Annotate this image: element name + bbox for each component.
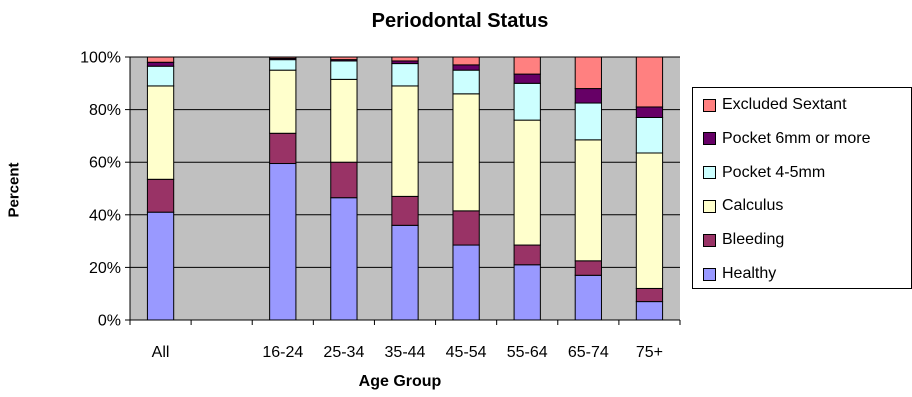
bar-segment-pocket-6mm-or-more <box>635 106 664 118</box>
bar-segment-bleeding <box>635 287 664 303</box>
bar-segment-calculus <box>574 139 602 262</box>
x-tick-label: 16-24 <box>262 344 303 361</box>
legend-item-bleeding: Bleeding <box>703 230 784 250</box>
y-tick-label: 0% <box>98 313 121 330</box>
x-tick-label: 55-64 <box>507 344 548 361</box>
bar-segment-pocket-4-5mm <box>513 82 541 121</box>
chart-title: Periodontal Status <box>371 10 549 32</box>
bar-segment-pocket-4-5mm <box>146 65 175 87</box>
bar-segment-pocket-4-5mm <box>635 116 664 154</box>
legend-swatch <box>703 166 716 180</box>
bar-segment-bleeding <box>391 195 419 226</box>
bar-segment-bleeding <box>146 178 175 213</box>
bar-segment-excluded-sextant <box>574 56 602 90</box>
legend-swatch <box>703 267 716 281</box>
bar-segment-healthy <box>635 301 664 321</box>
legend-label: Calculus <box>722 197 784 215</box>
bar-segment-pocket-6mm-or-more <box>146 61 175 67</box>
bar-segment-calculus <box>635 152 664 289</box>
bar-segment-pocket-6mm-or-more <box>574 88 602 104</box>
legend-item-pocket-4-5mm: Pocket 4-5mm <box>703 163 825 183</box>
bar-segment-excluded-sextant <box>269 56 297 59</box>
axes: 0% 20% 40% 60% 80% 100% All 16-24 25-34 35-44 45-5… <box>80 50 681 361</box>
bar-segment-calculus <box>452 93 480 212</box>
legend: Excluded Sextant Pocket 6mm or more Pocket… <box>692 87 912 289</box>
legend-swatch <box>703 199 716 213</box>
bar-segment-pocket-4-5mm <box>330 60 358 80</box>
bar-segment-bleeding <box>269 132 297 165</box>
bar-segment-excluded-sextant <box>635 56 664 108</box>
y-tick-label: 80% <box>89 102 121 119</box>
bar-segment-excluded-sextant <box>146 56 175 63</box>
x-tick-label: 75+ <box>636 344 663 361</box>
bar-segment-pocket-6mm-or-more <box>452 64 480 71</box>
y-tick-label: 100% <box>80 50 121 67</box>
y-tick-label: 60% <box>89 155 121 172</box>
bar-segment-excluded-sextant <box>391 56 419 62</box>
x-tick-label: 65-74 <box>568 344 609 361</box>
bar-segment-healthy <box>146 211 175 321</box>
legend-swatch <box>703 233 716 247</box>
bar-segment-pocket-4-5mm <box>574 102 602 141</box>
legend-swatch <box>703 98 716 112</box>
legend-item-pocket-6mm-or-more: Pocket 6mm or more <box>703 129 870 149</box>
bar-segment-pocket-6mm-or-more <box>513 73 541 84</box>
x-tick-label: 45-54 <box>446 344 487 361</box>
bar-segment-pocket-4-5mm <box>452 69 480 95</box>
legend-label: Bleeding <box>722 231 785 249</box>
bar-segment-bleeding <box>513 244 541 266</box>
legend-item-excluded-sextant: Excluded Sextant <box>703 95 847 115</box>
x-axis-label: Age Group <box>358 373 442 390</box>
bar-segment-calculus <box>269 69 297 134</box>
bar-segment-healthy <box>452 244 480 321</box>
x-tick-label: 35-44 <box>385 344 426 361</box>
y-tick-label: 40% <box>89 207 121 224</box>
legend-label: Pocket 4-5mm <box>722 163 826 181</box>
x-tick-label: All <box>152 344 170 361</box>
bar-segment-healthy <box>574 274 602 321</box>
legend-label: Healthy <box>722 265 777 282</box>
bar-segment-excluded-sextant <box>452 56 480 66</box>
x-tick-label: 25-34 <box>323 344 364 361</box>
legend-label: Excluded Sextant <box>722 96 847 113</box>
legend-item-healthy: Healthy <box>703 264 776 284</box>
bar-segment-pocket-4-5mm <box>269 59 297 71</box>
bar-segment-calculus <box>146 85 175 180</box>
y-axis-label: Percent <box>5 162 23 218</box>
bar-segment-bleeding <box>330 161 358 199</box>
bar-segment-pocket-4-5mm <box>391 63 419 87</box>
bar-segment-calculus <box>330 78 358 163</box>
y-tick-label: 20% <box>89 260 121 277</box>
bar-segment-calculus <box>513 119 541 246</box>
bar-segment-healthy <box>330 197 358 321</box>
legend-item-calculus: Calculus <box>703 196 783 216</box>
bar-segment-bleeding <box>574 260 602 276</box>
bar-segment-excluded-sextant <box>330 56 358 61</box>
bar-segment-healthy <box>391 224 419 321</box>
bar-segment-calculus <box>391 85 419 197</box>
legend-swatch <box>703 132 716 146</box>
bar-segment-healthy <box>269 163 297 321</box>
bar-segment-healthy <box>513 264 541 321</box>
legend-label: Pocket 6mm or more <box>722 129 871 147</box>
bar-segment-bleeding <box>452 210 480 246</box>
bars <box>146 56 664 321</box>
bar-segment-excluded-sextant <box>513 56 541 75</box>
